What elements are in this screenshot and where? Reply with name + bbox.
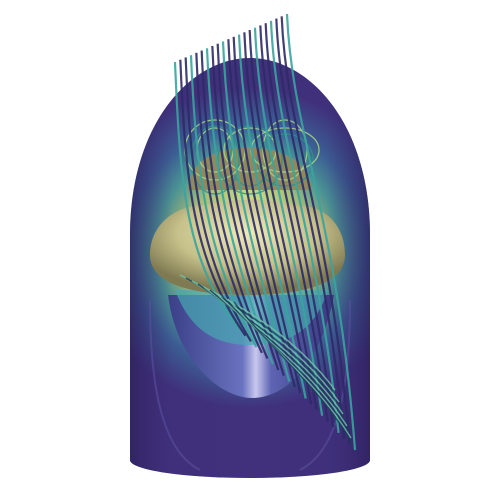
streamline [227,39,296,388]
streamline [221,295,350,433]
streamline [259,25,329,422]
streamline [233,301,354,445]
streamline [200,50,269,360]
streamline [253,27,324,416]
streamline [221,41,291,382]
streamlines [173,13,357,451]
streamline [243,32,313,405]
streamline [285,13,357,451]
streamline [215,292,348,427]
streamline [264,23,335,428]
streamline [275,18,346,439]
streamline [237,34,307,399]
streamline-loop [217,125,283,195]
streamline [211,45,280,371]
streamline-loop [190,125,240,195]
streamline [269,20,340,433]
streamline [173,61,241,331]
streamline [227,298,352,439]
streamline [232,36,302,394]
streamline [248,29,318,411]
streamline [209,289,346,421]
streamline [179,59,247,337]
dome-edge [149,299,201,471]
streamline [280,16,351,445]
